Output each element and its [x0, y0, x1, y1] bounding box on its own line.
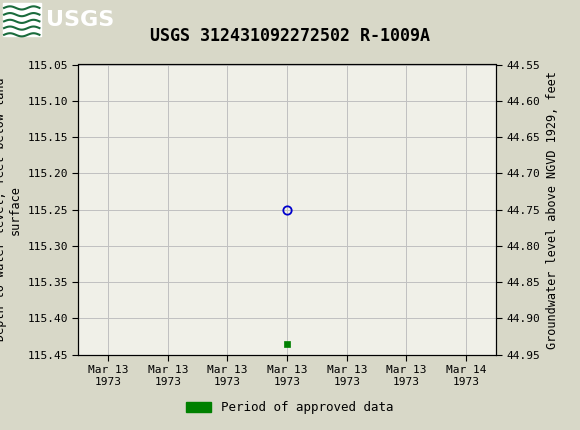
Y-axis label: Depth to water level, feet below land
surface: Depth to water level, feet below land su… [0, 78, 22, 341]
Text: USGS: USGS [46, 10, 115, 30]
Y-axis label: Groundwater level above NGVD 1929, feet: Groundwater level above NGVD 1929, feet [546, 71, 559, 349]
FancyBboxPatch shape [3, 3, 41, 37]
Legend: Period of approved data: Period of approved data [181, 396, 399, 419]
Text: USGS 312431092272502 R-1009A: USGS 312431092272502 R-1009A [150, 27, 430, 45]
